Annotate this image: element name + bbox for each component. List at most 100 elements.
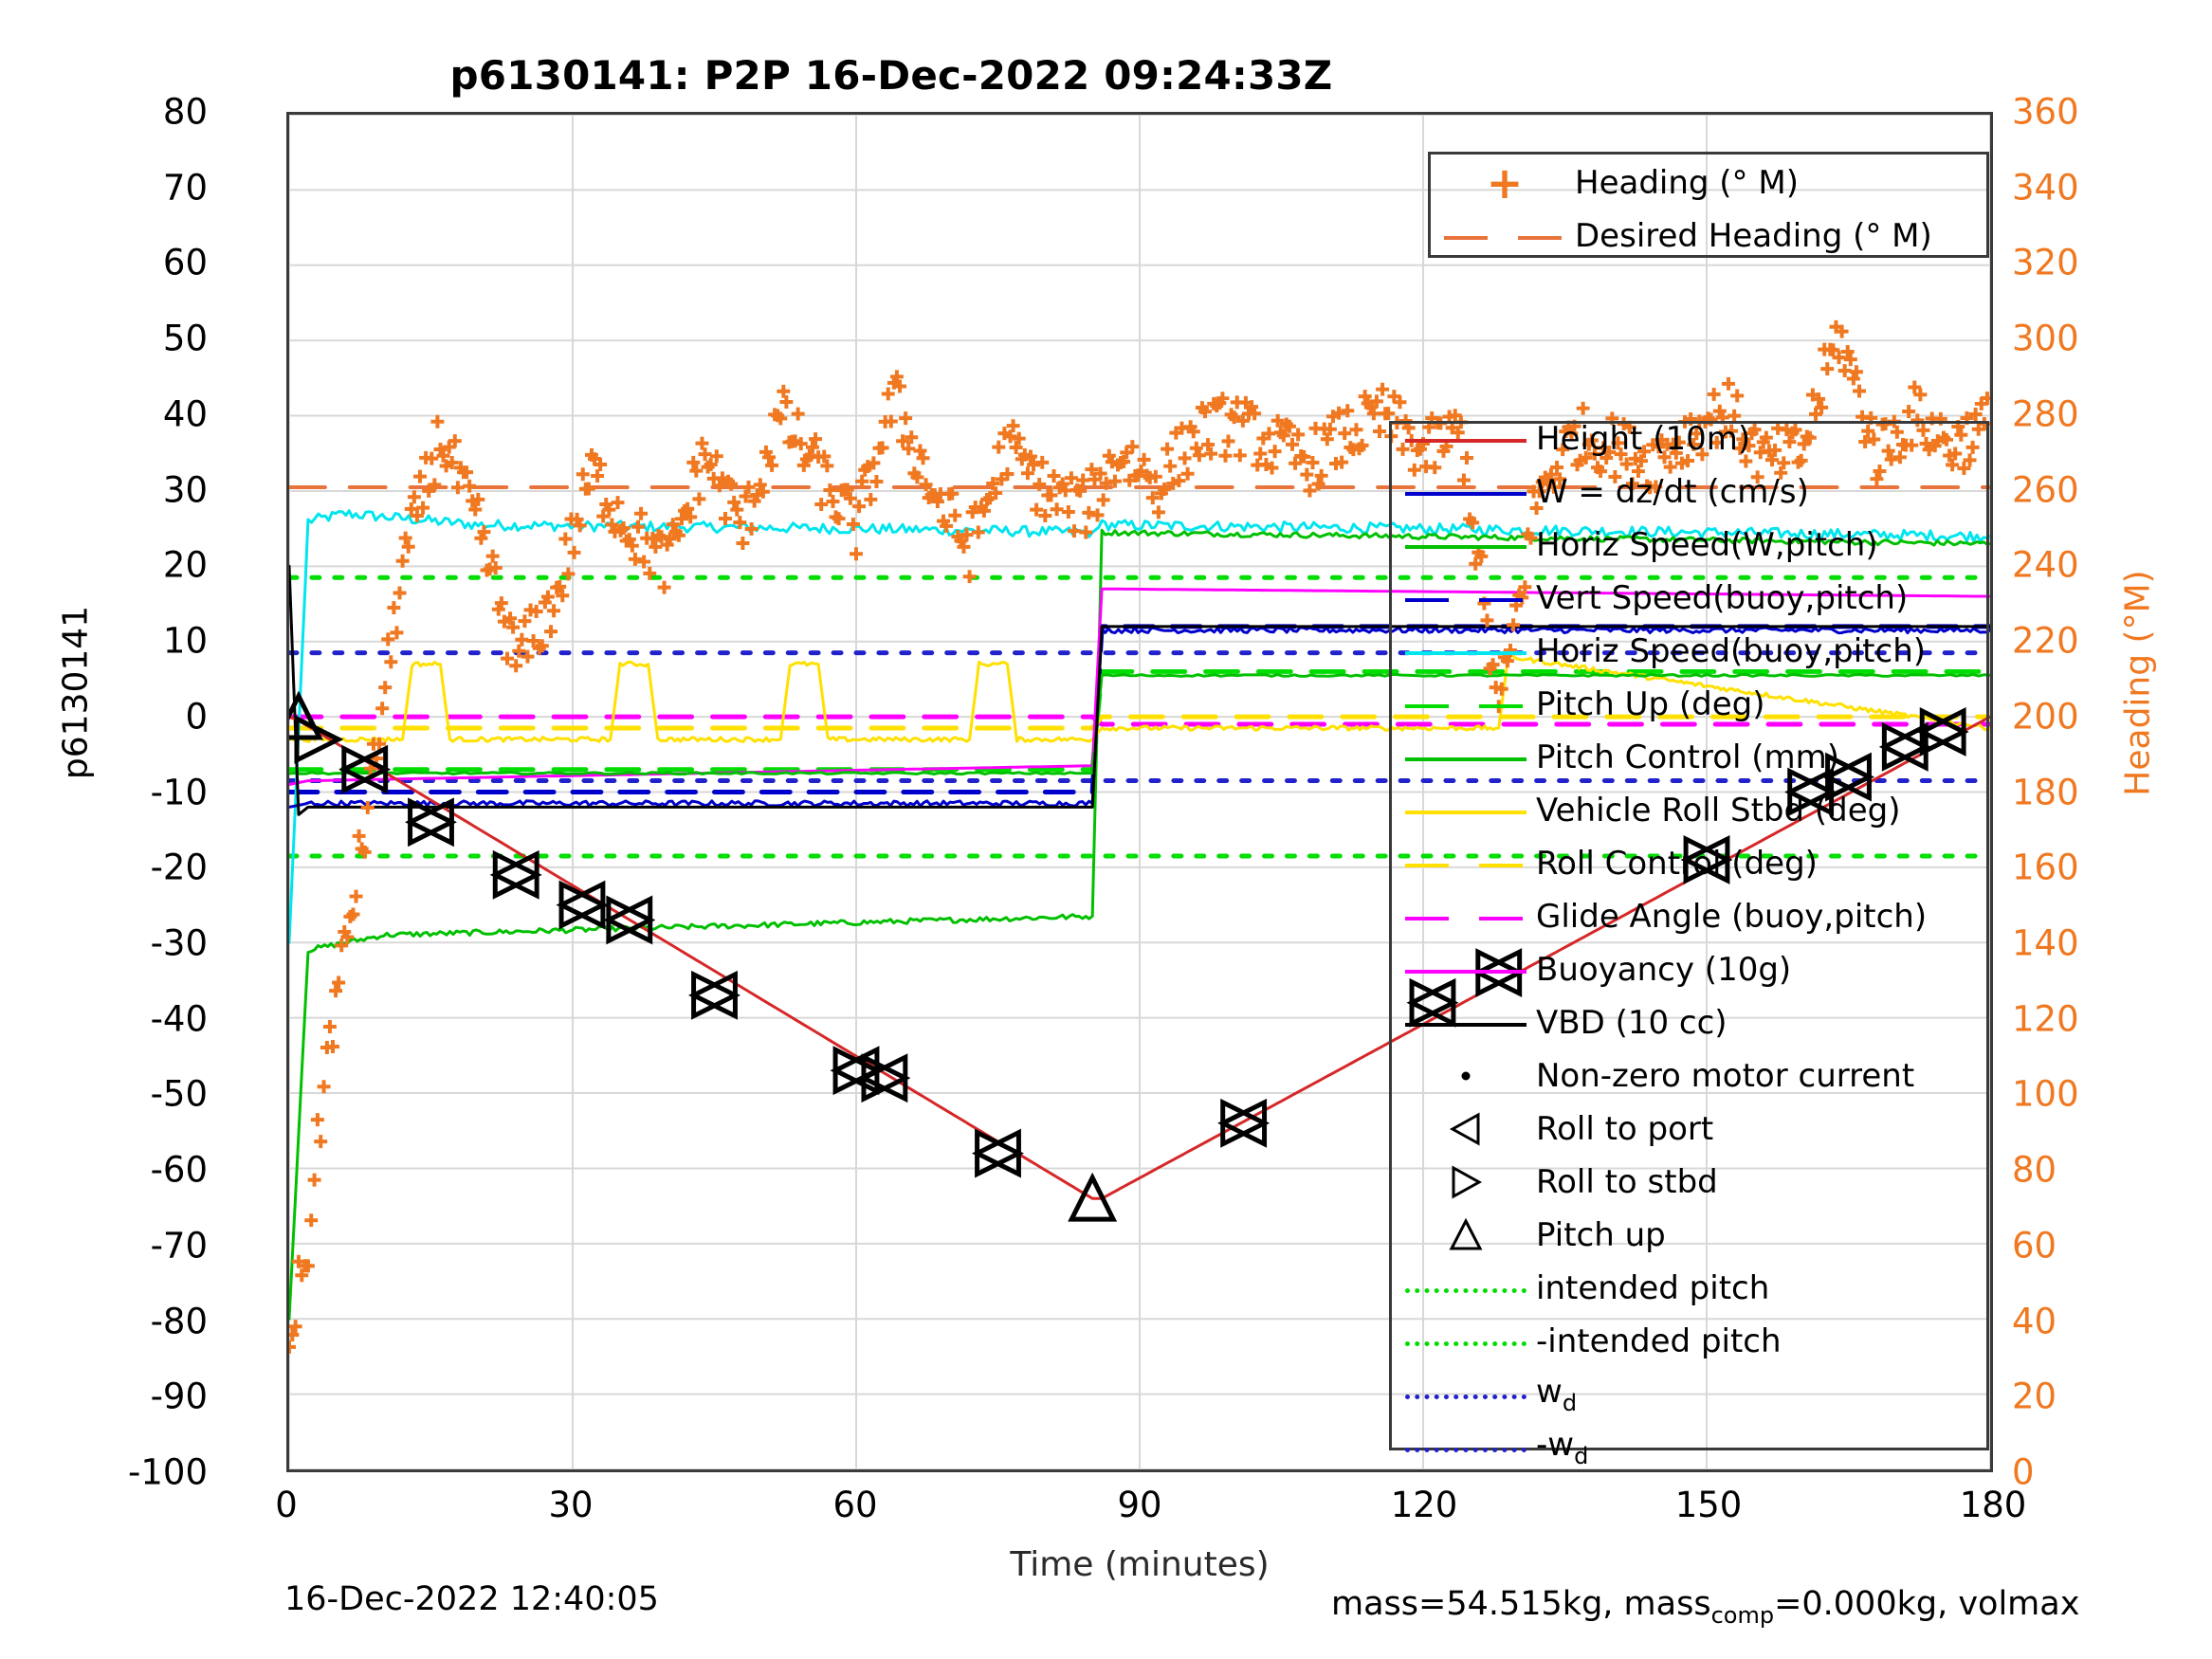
heading-plus-marker: [1663, 460, 1677, 474]
heading-plus-marker: [1507, 618, 1521, 632]
y-tick-left--20: -20: [150, 847, 208, 888]
event-marker-roll-to-stbd: [1683, 835, 1733, 884]
series-roll-control-deg: [289, 714, 1990, 731]
x-tick-90: 90: [1117, 1485, 1162, 1525]
heading-plus-marker: [326, 1040, 339, 1053]
heading-plus-marker: [1902, 405, 1916, 418]
heading-plus-marker: [1180, 466, 1195, 481]
heading-plus-marker: [1300, 467, 1314, 482]
heading-plus-marker: [1093, 466, 1107, 481]
event-marker-roll-to-stbd: [492, 849, 542, 900]
heading-plus-marker: [881, 387, 895, 401]
heading-plus-marker: [1338, 427, 1352, 441]
heading-plus-marker: [1038, 509, 1052, 522]
heading-plus-marker: [1579, 450, 1593, 465]
heading-plus-marker: [1044, 488, 1058, 502]
heading-plus-marker: [1940, 432, 1953, 447]
heading-plus-marker: [1858, 435, 1873, 448]
heading-plus-marker: [634, 506, 649, 520]
heading-plus-marker: [940, 519, 954, 533]
y-tick-right-360: 360: [2012, 91, 2079, 133]
legend-label: W = dz/dt (cm/s): [1536, 473, 1809, 511]
legend-label: Roll to stbd: [1536, 1163, 1718, 1201]
heading-plus-marker: [1782, 435, 1797, 449]
heading-plus-marker: [1061, 505, 1075, 519]
heading-plus-marker: [448, 434, 462, 448]
heading-plus-marker: [373, 737, 387, 751]
y-tick-right-260: 260: [2012, 469, 2079, 511]
heading-plus-marker: [843, 491, 857, 505]
legend-heading[interactable]: + Heading (° M) Desired Heading (° M): [1428, 152, 1989, 258]
y-tick-right-160: 160: [2012, 847, 2079, 888]
heading-plus-marker: [1027, 458, 1041, 472]
heading-plus-marker: [666, 518, 680, 532]
heading-plus-marker: [1163, 459, 1178, 473]
y-tick-left--100: -100: [128, 1451, 208, 1493]
heading-plus-marker: [1873, 465, 1887, 478]
heading-plus-marker: [992, 440, 1006, 454]
heading-plus-marker: [1905, 438, 1919, 452]
heading-plus-marker: [1291, 428, 1306, 442]
x-tick-150: 150: [1674, 1485, 1743, 1525]
heading-plus-marker: [335, 939, 349, 953]
heading-plus-marker: [806, 440, 819, 454]
heading-plus-marker: [1529, 501, 1544, 515]
heading-plus-marker: [1303, 483, 1317, 498]
heading-plus-marker: [1884, 452, 1898, 466]
event-marker-roll-to-stbd: [691, 970, 740, 1020]
heading-plus-marker: [1913, 388, 1928, 402]
heading-plus-marker: [1161, 442, 1175, 456]
heading-plus-marker: [1835, 324, 1849, 338]
heading-plus-marker: [1248, 407, 1262, 421]
heading-plus-marker: [1635, 454, 1648, 468]
heading-plus-marker: [1158, 483, 1172, 496]
heading-plus-marker: [329, 984, 343, 998]
heading-plus-marker: [310, 1113, 324, 1127]
heading-plus-marker: [625, 538, 639, 553]
heading-plus-marker: [410, 509, 424, 522]
heading-plus-marker: [1107, 474, 1122, 488]
heading-plus-marker: [733, 516, 747, 530]
heading-plus-marker: [1768, 443, 1782, 457]
heading-plus-marker: [1916, 423, 1930, 437]
heading-plus-marker: [1012, 431, 1026, 446]
heading-plus-marker: [1587, 447, 1601, 461]
y-tick-left-0: 0: [185, 696, 208, 738]
heading-plus-marker: [573, 519, 587, 533]
event-marker-roll-to-stbd: [1220, 1098, 1271, 1148]
solid-line-icon: [1405, 792, 1526, 830]
plot-area[interactable]: [286, 112, 1993, 1472]
heading-plus-marker: [1369, 394, 1383, 409]
heading-plus-marker: [1221, 434, 1235, 448]
legend-label: Horiz Speed(buoy,pitch): [1536, 632, 1927, 670]
heading-plus-marker: [1050, 502, 1064, 517]
heading-plus-marker: [1614, 447, 1628, 462]
footer-timestamp: 16-Dec-2022 12:40:05: [284, 1580, 659, 1618]
heading-plus-marker: [1376, 382, 1390, 396]
heading-plus-marker: [1320, 432, 1334, 447]
heading-plus-marker: [413, 469, 427, 483]
heading-plus-marker: [1619, 457, 1634, 471]
heading-plus-marker: [884, 414, 898, 428]
legend-label: intended pitch: [1536, 1269, 1770, 1307]
heading-plus-marker: [1233, 448, 1247, 463]
heading-plus-marker: [1576, 401, 1590, 415]
series-horiz-speed-w-pitch: [289, 528, 1990, 1321]
heading-plus-marker: [616, 521, 631, 535]
heading-plus-marker: [506, 620, 521, 634]
heading-plus-marker: [1428, 461, 1442, 475]
event-marker-roll-to-stbd: [1787, 767, 1837, 817]
heading-plus-marker: [416, 501, 430, 515]
legend-label: Vert Speed(buoy,pitch): [1536, 579, 1909, 617]
legend-main[interactable]: Height (10m) W = dz/dt (cm/s) Horiz Speed(…: [1389, 421, 1989, 1468]
heading-plus-marker: [832, 512, 846, 526]
heading-plus-marker: [1846, 372, 1860, 386]
heading-plus-marker: [390, 626, 404, 640]
heading-plus-marker: [1245, 400, 1259, 414]
heading-plus-marker: [1611, 436, 1625, 450]
heading-plus-marker: [1009, 441, 1023, 454]
heading-plus-marker: [425, 451, 439, 465]
heading-plus-marker: [430, 414, 445, 428]
heading-plus-marker: [384, 655, 398, 669]
heading-plus-marker: [332, 975, 346, 990]
